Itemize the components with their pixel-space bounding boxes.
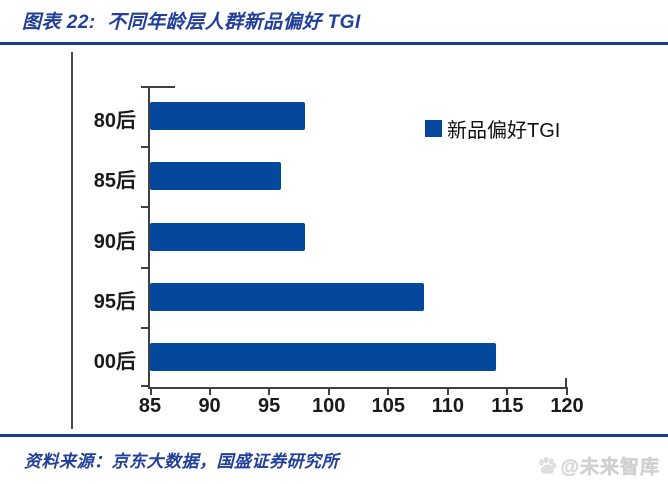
y-axis-top-tick: [150, 86, 175, 88]
category-label: 80后: [93, 110, 136, 133]
watermark-text: @未来智库: [560, 457, 660, 479]
bar-85后: [150, 162, 282, 191]
legend-color-swatch: [425, 120, 442, 137]
x-axis-tick-label: 100: [312, 395, 346, 417]
category-label: 90后: [93, 230, 136, 253]
x-axis-tick-label: 110: [431, 395, 464, 417]
x-axis-tick: [208, 387, 211, 395]
bar-95后: [150, 282, 425, 311]
source-note: 资料来源：京东大数据，国盛证券研究所: [24, 452, 339, 471]
category-label: 00后: [93, 350, 136, 373]
figure-title: 图表 22: 不同年龄层人群新品偏好 TGI: [22, 12, 361, 33]
y-axis-tick: [141, 206, 149, 209]
chart-legend: 新品偏好TGI: [425, 114, 560, 143]
x-axis-tick-label: 115: [491, 395, 524, 417]
x-axis-tick-label: 85: [138, 395, 162, 417]
legend-label: 新品偏好TGI: [447, 120, 561, 142]
watermark: @未来智库: [536, 452, 660, 479]
chart-left-border: [71, 52, 73, 429]
category-label: 85后: [93, 170, 136, 193]
y-axis-tick: [141, 86, 149, 88]
x-axis-tick: [566, 387, 568, 395]
x-axis-tick: [506, 387, 509, 395]
y-axis-tick: [141, 266, 149, 269]
x-axis-end-tick: [565, 378, 567, 387]
y-axis-tick: [141, 385, 149, 387]
x-axis-tick: [327, 387, 330, 395]
x-axis-tick-label: 105: [371, 395, 405, 417]
bar-90后: [150, 222, 305, 251]
category-axis-labels: 80后 85后 90后 95后 00后: [74, 86, 138, 387]
x-axis-tick-label: 90: [198, 395, 221, 417]
paw-icon: [539, 456, 557, 474]
bar-80后: [150, 102, 305, 131]
x-axis-tick-label: 120: [550, 395, 584, 417]
x-axis-tick: [150, 387, 152, 395]
y-axis-tick: [141, 326, 149, 329]
x-axis-tick: [446, 387, 449, 395]
category-label: 95后: [93, 290, 136, 313]
plot-area: 新品偏好TGI 85 90 95 100 105 110 115 120: [139, 86, 584, 417]
x-axis-tick: [268, 387, 271, 395]
y-axis-tick: [141, 146, 149, 149]
x-axis-tick: [387, 387, 390, 395]
footer-divider: [0, 434, 668, 437]
bar-00后: [150, 342, 496, 371]
title-divider: [0, 42, 668, 45]
x-axis-tick-label: 95: [258, 395, 281, 417]
